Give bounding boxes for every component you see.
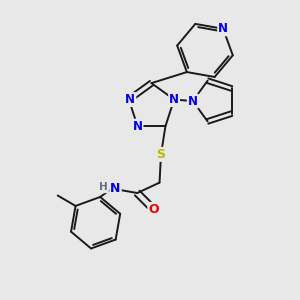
Text: O: O — [148, 203, 159, 216]
Text: N: N — [218, 22, 228, 35]
Text: S: S — [157, 148, 166, 161]
Text: N: N — [110, 182, 121, 195]
Text: H: H — [99, 182, 108, 192]
Text: N: N — [133, 120, 142, 133]
Text: N: N — [169, 93, 179, 106]
Text: N: N — [125, 93, 135, 106]
Text: N: N — [188, 94, 198, 107]
